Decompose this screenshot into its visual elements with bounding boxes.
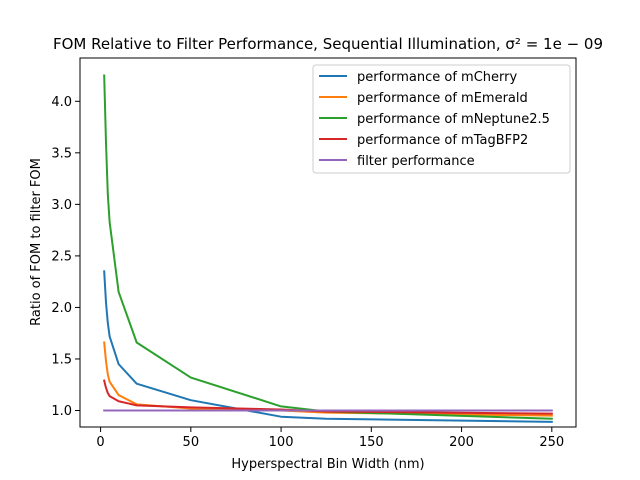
y-tick-label: 1.5 [51, 352, 72, 367]
legend-label-4: filter performance [357, 154, 475, 169]
legend-box [312, 64, 571, 174]
y-axis-label: Ratio of FOM to filter FOM [29, 158, 44, 326]
y-tick-label: 2.5 [51, 249, 72, 264]
x-tick-label: 0 [96, 435, 104, 450]
legend-label-3: performance of mTagBFP2 [357, 133, 528, 148]
plot-area [79, 57, 577, 428]
x-tick-label: 100 [269, 435, 294, 450]
legend: performance of mCherry performance of mEm… [312, 64, 571, 174]
y-axis: 1.0 1.5 2.0 2.5 3.0 3.5 4.0 [51, 95, 80, 419]
series-line-1 [103, 341, 553, 417]
series-line-0 [103, 270, 553, 423]
y-tick-label: 1.0 [51, 404, 72, 419]
x-axis: 0 50 100 150 200 250 [96, 427, 564, 450]
x-axis-label: Hyperspectral Bin Width (nm) [231, 457, 424, 472]
series-line-2 [103, 74, 553, 420]
legend-label-1: performance of mEmerald [357, 91, 528, 106]
x-tick-label: 150 [359, 435, 384, 450]
axes-frame [79, 57, 577, 428]
x-tick-label: 50 [183, 435, 200, 450]
legend-label-0: performance of mCherry [357, 70, 517, 85]
legend-label-2: performance of mNeptune2.5 [357, 112, 550, 127]
x-tick-label: 250 [539, 435, 564, 450]
y-tick-label: 4.0 [51, 95, 72, 110]
y-tick-label: 3.5 [51, 146, 72, 161]
y-tick-label: 3.0 [51, 198, 72, 213]
y-tick-label: 2.0 [51, 301, 72, 316]
x-tick-label: 200 [449, 435, 474, 450]
chart-title: FOM Relative to Filter Performance, Sequ… [53, 35, 603, 53]
